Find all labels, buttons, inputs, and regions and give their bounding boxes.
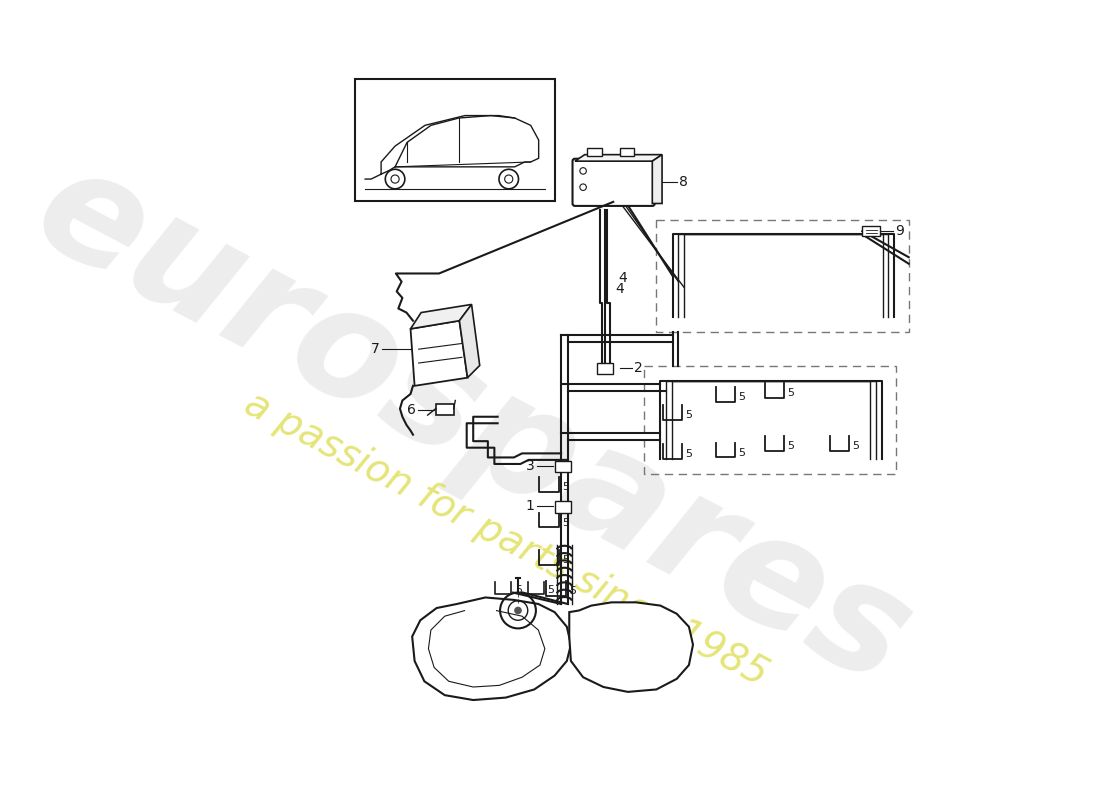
Text: 5: 5 bbox=[515, 585, 521, 595]
Text: 8: 8 bbox=[679, 175, 688, 190]
Text: 4: 4 bbox=[618, 271, 627, 286]
Text: 5: 5 bbox=[685, 449, 693, 459]
Text: 5: 5 bbox=[738, 392, 746, 402]
Polygon shape bbox=[652, 154, 662, 203]
Bar bbox=[436, 404, 453, 415]
Polygon shape bbox=[575, 154, 662, 161]
Text: 5: 5 bbox=[788, 388, 794, 398]
Text: 7: 7 bbox=[371, 342, 380, 356]
Bar bbox=[554, 461, 571, 472]
Polygon shape bbox=[570, 602, 693, 692]
Text: 5: 5 bbox=[685, 410, 693, 420]
Polygon shape bbox=[410, 321, 468, 386]
Text: 5: 5 bbox=[562, 482, 569, 492]
Polygon shape bbox=[460, 305, 480, 378]
Bar bbox=[862, 226, 880, 236]
Text: 1: 1 bbox=[526, 499, 535, 514]
Text: 5: 5 bbox=[738, 447, 746, 458]
Bar bbox=[355, 79, 554, 201]
Bar bbox=[645, 366, 896, 474]
Bar bbox=[554, 502, 571, 513]
Text: 5: 5 bbox=[548, 585, 554, 595]
Polygon shape bbox=[410, 305, 472, 329]
Text: 9: 9 bbox=[895, 224, 904, 238]
Bar bbox=[657, 220, 909, 332]
Text: 5: 5 bbox=[570, 586, 576, 596]
Text: 3: 3 bbox=[526, 458, 535, 473]
Bar bbox=[597, 363, 613, 374]
FancyBboxPatch shape bbox=[572, 158, 654, 206]
Circle shape bbox=[515, 607, 521, 614]
Text: eurospares: eurospares bbox=[12, 132, 935, 718]
Text: 6: 6 bbox=[407, 403, 416, 418]
Text: 4: 4 bbox=[615, 282, 624, 296]
Bar bbox=[619, 148, 635, 156]
Text: 5: 5 bbox=[852, 441, 859, 451]
Text: 5: 5 bbox=[562, 555, 569, 565]
Text: a passion for parts since 1985: a passion for parts since 1985 bbox=[238, 384, 774, 694]
Polygon shape bbox=[412, 598, 571, 700]
Bar bbox=[587, 148, 602, 156]
Text: 5: 5 bbox=[788, 441, 794, 451]
Text: 2: 2 bbox=[634, 361, 642, 375]
Text: 5: 5 bbox=[562, 518, 569, 527]
